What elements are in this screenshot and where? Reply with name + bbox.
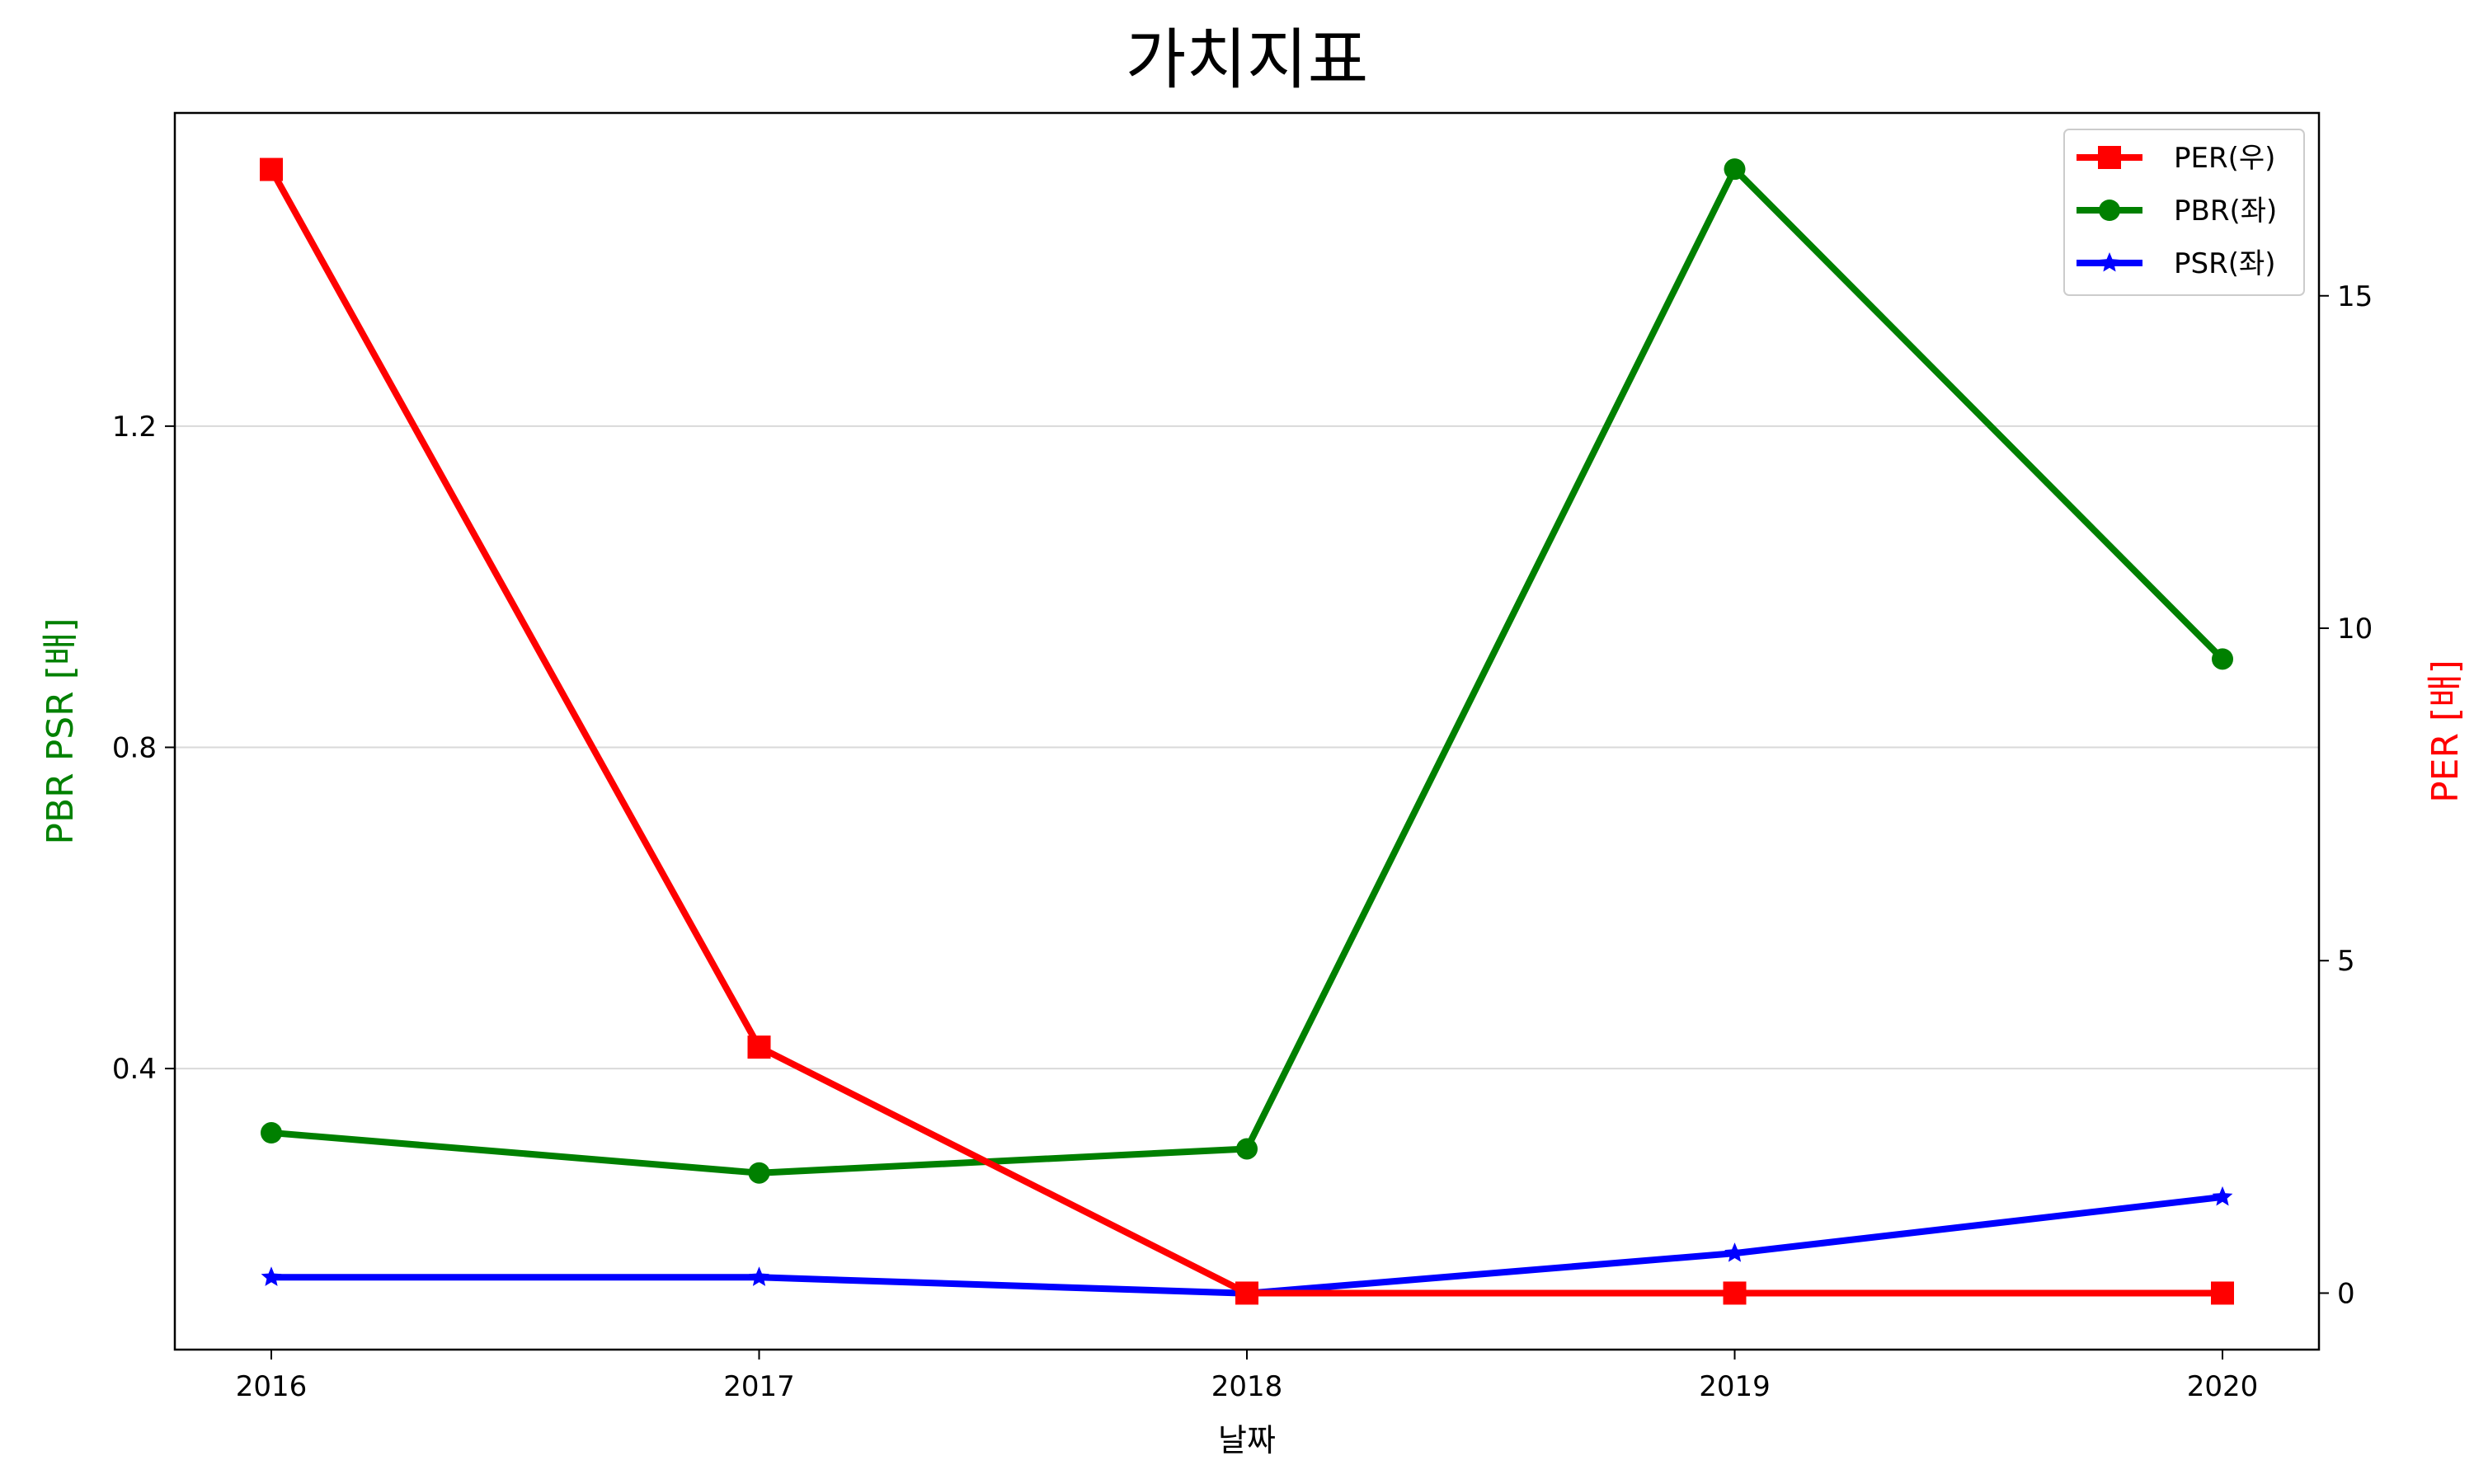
- legend-item: PBR(좌): [2077, 195, 2277, 228]
- y-right-tick-label: 10: [2337, 613, 2373, 646]
- legend-marker: [2098, 146, 2121, 169]
- x-tick-label: 2018: [1211, 1370, 1283, 1403]
- y-right-tick-label: 5: [2337, 945, 2355, 978]
- x-tick-label: 2016: [236, 1370, 308, 1403]
- data-point: [1724, 158, 1746, 181]
- data-point: [2212, 648, 2233, 670]
- legend-marker: [2099, 252, 2120, 272]
- y-left-tick-label: 0.8: [112, 731, 157, 764]
- data-point: [747, 1036, 771, 1059]
- data-point: [261, 1122, 282, 1144]
- legend-item: PER(우): [2077, 142, 2275, 175]
- data-point: [261, 1266, 282, 1286]
- legend-items: PER(우) PBR(좌) PSR(좌): [2077, 142, 2277, 280]
- legend-item: PSR(좌): [2077, 247, 2276, 280]
- legend-box: [2063, 129, 2305, 296]
- legend-label: PSR(좌): [2174, 247, 2276, 280]
- data-point: [749, 1266, 769, 1286]
- data-point: [748, 1162, 770, 1184]
- series-PBR(좌): [261, 158, 2233, 1184]
- legend: PER(우) PBR(좌) PSR(좌): [2063, 129, 2305, 296]
- legend-label: PER(우): [2174, 142, 2275, 175]
- x-axis-label: 날짜: [1218, 1422, 1276, 1458]
- data-point: [1723, 1281, 1747, 1305]
- y-left-tick-label: 0.4: [112, 1053, 157, 1086]
- data-point: [2211, 1281, 2234, 1305]
- x-tick-label: 2020: [2187, 1370, 2259, 1403]
- series-PER(우): [260, 157, 2234, 1305]
- data-point: [1724, 1242, 1745, 1262]
- axis-layer: 2016 2017 2018 2019 2020 0.4 0.8 1.2 0 5 10 15: [112, 280, 2373, 1403]
- y-right-tick-label: 15: [2337, 280, 2373, 313]
- y-right-tick-label: 0: [2337, 1277, 2355, 1310]
- y-axis-right-label: PER [배]: [2425, 660, 2467, 803]
- data-point: [2212, 1186, 2233, 1206]
- legend-label: PBR(좌): [2174, 195, 2277, 228]
- series-layer: [260, 157, 2234, 1305]
- data-point: [1235, 1281, 1258, 1305]
- y-left-tick-label: 1.2: [112, 411, 157, 444]
- legend-marker: [2099, 200, 2120, 221]
- data-point: [260, 157, 283, 181]
- chart-title: 가치지표: [1126, 21, 1368, 98]
- grid-layer: [175, 425, 2319, 1070]
- y-axis-left-label: PBR PSR [배]: [40, 618, 82, 844]
- x-tick-label: 2019: [1699, 1370, 1771, 1403]
- data-point: [1236, 1138, 1258, 1160]
- x-tick-label: 2017: [723, 1370, 795, 1403]
